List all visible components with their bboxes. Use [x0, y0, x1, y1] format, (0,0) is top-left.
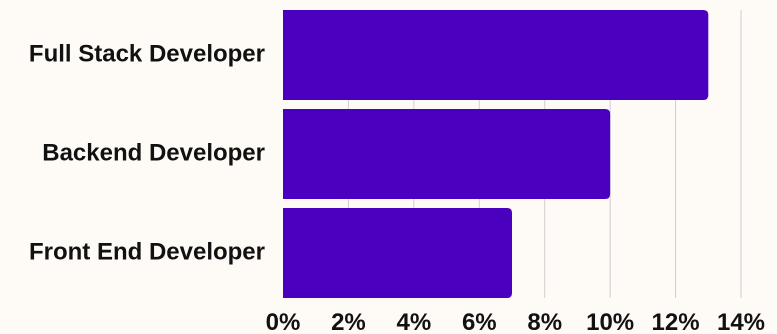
- category-label: Front End Developer: [29, 238, 265, 265]
- category-label: Backend Developer: [42, 139, 265, 166]
- bar-backend-developer: [283, 109, 611, 199]
- x-tick-label: 2%: [331, 309, 366, 334]
- x-tick-label: 12%: [652, 309, 700, 334]
- category-labels: Full Stack Developer Backend Developer Fro…: [29, 40, 265, 265]
- x-tick-label: 0%: [266, 309, 301, 334]
- x-tick-label: 4%: [397, 309, 432, 334]
- x-axis-tick-labels: 0% 2% 4% 6% 8% 10% 12% 14%: [266, 309, 765, 334]
- bar-front-end-developer: [283, 208, 512, 298]
- bar-full-stack-developer: [283, 10, 709, 100]
- x-tick-label: 10%: [586, 309, 634, 334]
- x-tick-label: 14%: [717, 309, 765, 334]
- x-tick-label: 6%: [462, 309, 497, 334]
- x-tick-label: 8%: [527, 309, 562, 334]
- bars: [283, 10, 709, 298]
- category-label: Full Stack Developer: [29, 40, 265, 67]
